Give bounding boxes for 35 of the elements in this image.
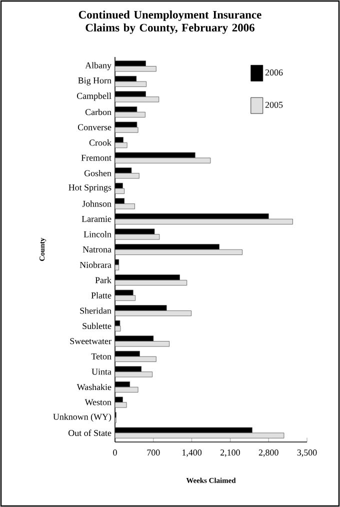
y-tick-label: Albany [85,62,112,70]
y-tick-label: Sweetwater [70,338,112,344]
x-tick-label: 1,400 [182,450,202,457]
legend-label: 2005 [265,102,283,108]
y-tick-label: Sublette [82,322,112,330]
y-tick-label: Uinta [92,368,112,375]
y-tick-label: Unknown (WY) [53,413,112,422]
x-tick-label: 3,500 [297,450,317,457]
y-tick-label: Natrona [82,246,112,252]
x-tick-label: 700 [147,450,160,456]
legend-label: 2006 [265,69,283,76]
y-tick-label: Lincoln [84,231,112,238]
y-tick-label: Johnson [82,200,112,207]
chart-title: Continued Unemployment Insurance Claims by County, February 2006 [78,10,262,34]
y-tick-label: Hot Springs [68,184,112,192]
y-tick-label: Teton [91,353,112,360]
y-tick-label: Crook [89,139,112,146]
y-tick-label: Campbell [76,92,112,101]
y-tick-label: Park [95,276,112,284]
y-tick-label: Fremont [81,154,112,161]
bar [115,158,211,164]
y-tick-label: Converse [78,124,112,130]
y-tick-label: Sheridan [80,307,112,314]
y-tick-label: Out of State [68,430,112,436]
y-tick-label: Big Horn [78,78,112,86]
x-tick-label: 2,800 [258,450,278,457]
y-tick-label: Niobrara [80,262,112,268]
y-tick-label: Carbon [85,108,112,116]
x-tick-label: 2,100 [220,450,240,457]
y-tick-label: Washakie [76,384,112,390]
y-tick-label: Weston [84,399,112,406]
y-tick-label: Platte [91,292,112,298]
x-tick-label: 0 [113,450,117,456]
y-tick-label: Laramie [82,216,112,222]
y-tick-label: Goshen [84,170,112,176]
